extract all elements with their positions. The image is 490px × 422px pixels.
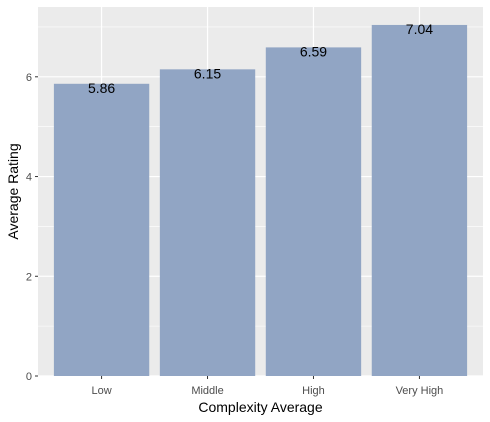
y-tick-label: 6 xyxy=(26,72,32,84)
x-tick-label: Middle xyxy=(191,385,223,397)
bar xyxy=(371,24,468,376)
y-axis: 0 2 4 6 xyxy=(26,72,38,383)
x-tick-label: High xyxy=(302,385,325,397)
bar xyxy=(265,47,362,377)
y-tick-label: 0 xyxy=(26,371,32,383)
x-axis-title: Complexity Average xyxy=(198,399,322,415)
data-label: 6.59 xyxy=(300,43,327,59)
y-tick-label: 2 xyxy=(26,271,32,283)
data-label: 5.86 xyxy=(88,80,115,96)
data-label: 7.04 xyxy=(406,21,433,37)
bar xyxy=(53,83,150,376)
y-tick-label: 4 xyxy=(26,172,32,184)
y-axis-title: Average Rating xyxy=(5,143,21,239)
x-tick-label: Very High xyxy=(396,385,444,397)
x-tick-label: Low xyxy=(91,385,111,397)
bars xyxy=(53,24,468,377)
bar xyxy=(159,69,256,376)
x-axis: Low Middle High Very High xyxy=(91,376,443,397)
data-label: 6.15 xyxy=(194,65,221,81)
data-labels: 5.86 6.15 6.59 7.04 xyxy=(88,21,433,96)
